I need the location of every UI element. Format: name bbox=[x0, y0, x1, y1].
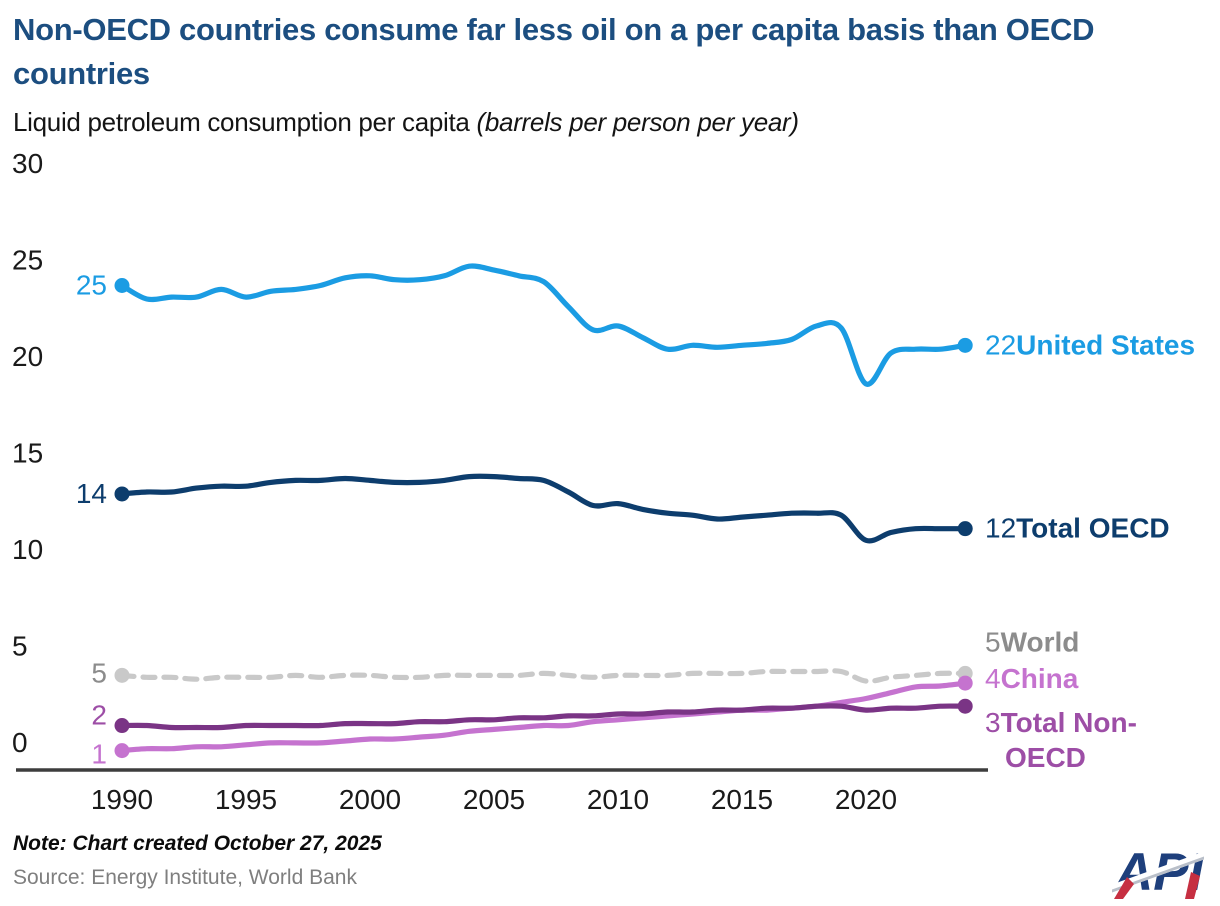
series-world-end-label: 5World bbox=[985, 626, 1079, 657]
series-line-total-non-oecd bbox=[119, 703, 968, 731]
page-title: Non-OECD countries consume far less oil … bbox=[13, 12, 1095, 91]
x-tick-label: 1990 bbox=[91, 784, 153, 815]
logo-red-accent-left bbox=[1114, 877, 1134, 899]
series-united-states-end-label: 22United States bbox=[985, 329, 1195, 360]
series-china-end-dot bbox=[957, 675, 973, 691]
x-tick-label: 2005 bbox=[463, 784, 525, 815]
series-total-oecd-end-dot bbox=[957, 521, 973, 537]
series-united-states-start-label: 25 bbox=[76, 270, 107, 301]
series-total-non-oecd-end-label: 3Total Non-OECD bbox=[985, 707, 1137, 773]
x-tick-label: 2020 bbox=[835, 784, 897, 815]
y-tick-label: 30 bbox=[12, 148, 43, 179]
chart-source: Source: Energy Institute, World Bank bbox=[13, 866, 357, 889]
series-world-start-label: 5 bbox=[91, 657, 107, 688]
series-china-end-label: 4China bbox=[985, 663, 1079, 694]
series-china-start-label: 1 bbox=[91, 739, 107, 770]
y-tick-label: 10 bbox=[12, 534, 43, 565]
header: Non-OECD countries consume far less oil … bbox=[13, 8, 1198, 138]
subtitle-units: (barrels per person per year) bbox=[476, 107, 800, 137]
series-total-non-oecd-end-dot bbox=[957, 698, 973, 714]
series-united-states-start-dot bbox=[114, 278, 130, 293]
y-tick-label: 15 bbox=[12, 438, 43, 469]
y-tick-label: 20 bbox=[12, 341, 43, 372]
api-logo: API bbox=[1112, 843, 1204, 901]
logo-red-accent-right bbox=[1185, 872, 1200, 899]
series-line-total-oecd bbox=[119, 473, 968, 544]
series-china-start-dot bbox=[114, 743, 130, 759]
x-tick-label: 2010 bbox=[587, 784, 649, 815]
x-tick-label: 2000 bbox=[339, 784, 401, 815]
y-tick-label: 5 bbox=[12, 631, 28, 662]
series-total-non-oecd-start-dot bbox=[114, 718, 130, 734]
series-world-start-dot bbox=[114, 667, 130, 683]
subtitle-regular: Liquid petroleum consumption per capita bbox=[13, 107, 477, 137]
y-tick-label: 0 bbox=[12, 727, 28, 758]
series-total-oecd-start-label: 14 bbox=[76, 478, 107, 509]
chart-note: Note: Chart created October 27, 2025 bbox=[13, 832, 382, 855]
series-line-world bbox=[119, 668, 968, 684]
series-line-united-states bbox=[119, 263, 968, 387]
y-tick-label: 25 bbox=[12, 245, 43, 276]
x-tick-label: 2015 bbox=[711, 784, 773, 815]
chart-subtitle: Liquid petroleum consumption per capita … bbox=[13, 107, 1198, 138]
series-united-states-end-dot bbox=[957, 337, 973, 353]
x-tick-label: 1995 bbox=[215, 784, 277, 815]
series-total-oecd-end-label: 12Total OECD bbox=[985, 513, 1170, 544]
logo-swoosh-edge bbox=[1112, 856, 1204, 893]
series-total-oecd-start-dot bbox=[114, 486, 130, 502]
series-total-non-oecd-start-label: 2 bbox=[91, 700, 107, 731]
